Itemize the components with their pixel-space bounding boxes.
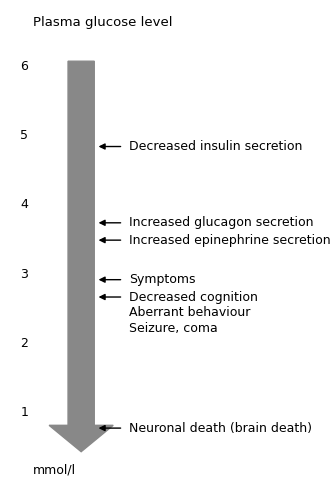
Text: Decreased cognition: Decreased cognition bbox=[129, 290, 258, 304]
Text: Increased epinephrine secretion: Increased epinephrine secretion bbox=[129, 234, 331, 246]
FancyArrow shape bbox=[49, 61, 113, 452]
Text: Neuronal death (brain death): Neuronal death (brain death) bbox=[129, 422, 312, 434]
Text: Decreased insulin secretion: Decreased insulin secretion bbox=[129, 140, 303, 153]
Text: Increased glucagon secretion: Increased glucagon secretion bbox=[129, 216, 314, 230]
Text: Aberrant behaviour: Aberrant behaviour bbox=[129, 306, 251, 320]
Text: Symptoms: Symptoms bbox=[129, 273, 196, 286]
Text: mmol/l: mmol/l bbox=[33, 464, 76, 476]
Text: Plasma glucose level: Plasma glucose level bbox=[33, 16, 172, 28]
Text: Seizure, coma: Seizure, coma bbox=[129, 322, 218, 336]
